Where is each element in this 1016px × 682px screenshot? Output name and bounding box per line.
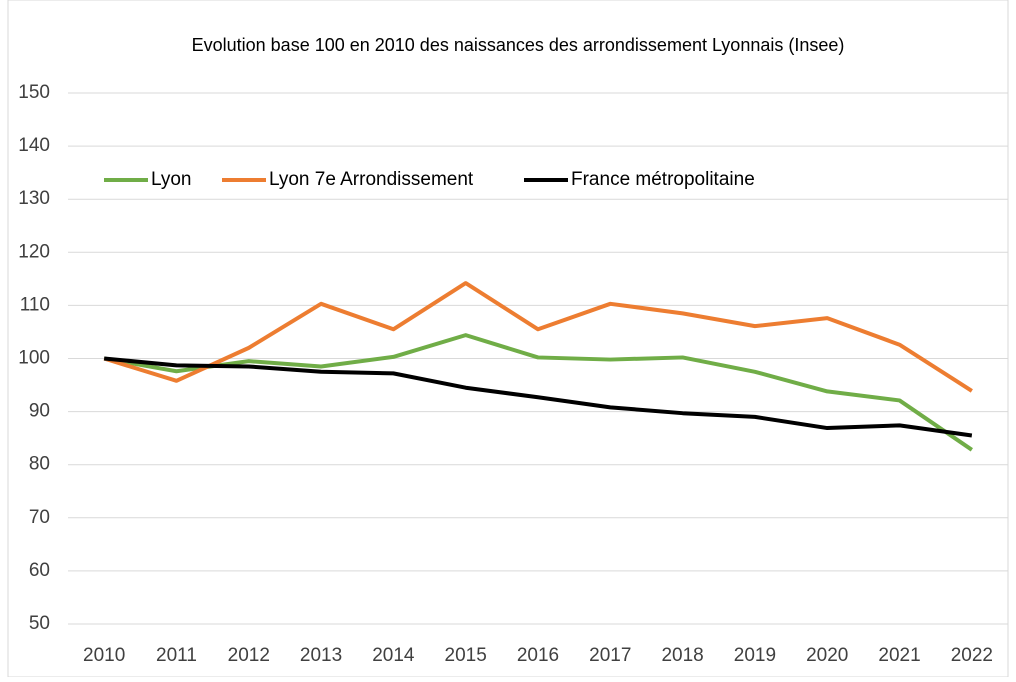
y-tick-label: 90 — [29, 401, 50, 422]
x-tick-label: 2018 — [661, 645, 703, 666]
x-tick-label: 2022 — [951, 645, 993, 666]
y-tick-label: 50 — [29, 613, 50, 634]
x-tick-label: 2019 — [734, 645, 776, 666]
x-tick-label: 2017 — [589, 645, 631, 666]
x-tick-label: 2016 — [517, 645, 559, 666]
y-tick-label: 120 — [18, 241, 50, 262]
y-tick-label: 70 — [29, 507, 50, 528]
legend-label: France métropolitaine — [571, 169, 755, 190]
x-tick-label: 2014 — [372, 645, 415, 666]
x-tick-label: 2015 — [445, 645, 487, 666]
chart-frame — [7, 0, 1009, 678]
x-tick-label: 2021 — [878, 645, 920, 666]
x-tick-label: 2012 — [228, 645, 270, 666]
x-tick-label: 2020 — [806, 645, 848, 666]
legend-label: Lyon — [151, 169, 192, 190]
y-tick-label: 60 — [29, 560, 50, 581]
legend-label: Lyon 7e Arrondissement — [269, 169, 474, 190]
line-series — [103, 333, 973, 452]
x-tick-label: 2011 — [156, 645, 197, 666]
y-tick-label: 140 — [18, 135, 50, 156]
y-tick-label: 130 — [18, 188, 50, 209]
line-series — [103, 356, 973, 438]
y-tick-label: 100 — [18, 348, 50, 369]
y-tick-label: 150 — [18, 82, 50, 103]
x-tick-label: 2013 — [300, 645, 342, 666]
y-tick-label: 110 — [20, 294, 50, 315]
y-tick-label: 80 — [29, 454, 50, 475]
line-series — [103, 281, 973, 393]
chart-title: Evolution base 100 en 2010 des naissance… — [192, 35, 845, 55]
x-tick-label: 2010 — [83, 645, 125, 666]
